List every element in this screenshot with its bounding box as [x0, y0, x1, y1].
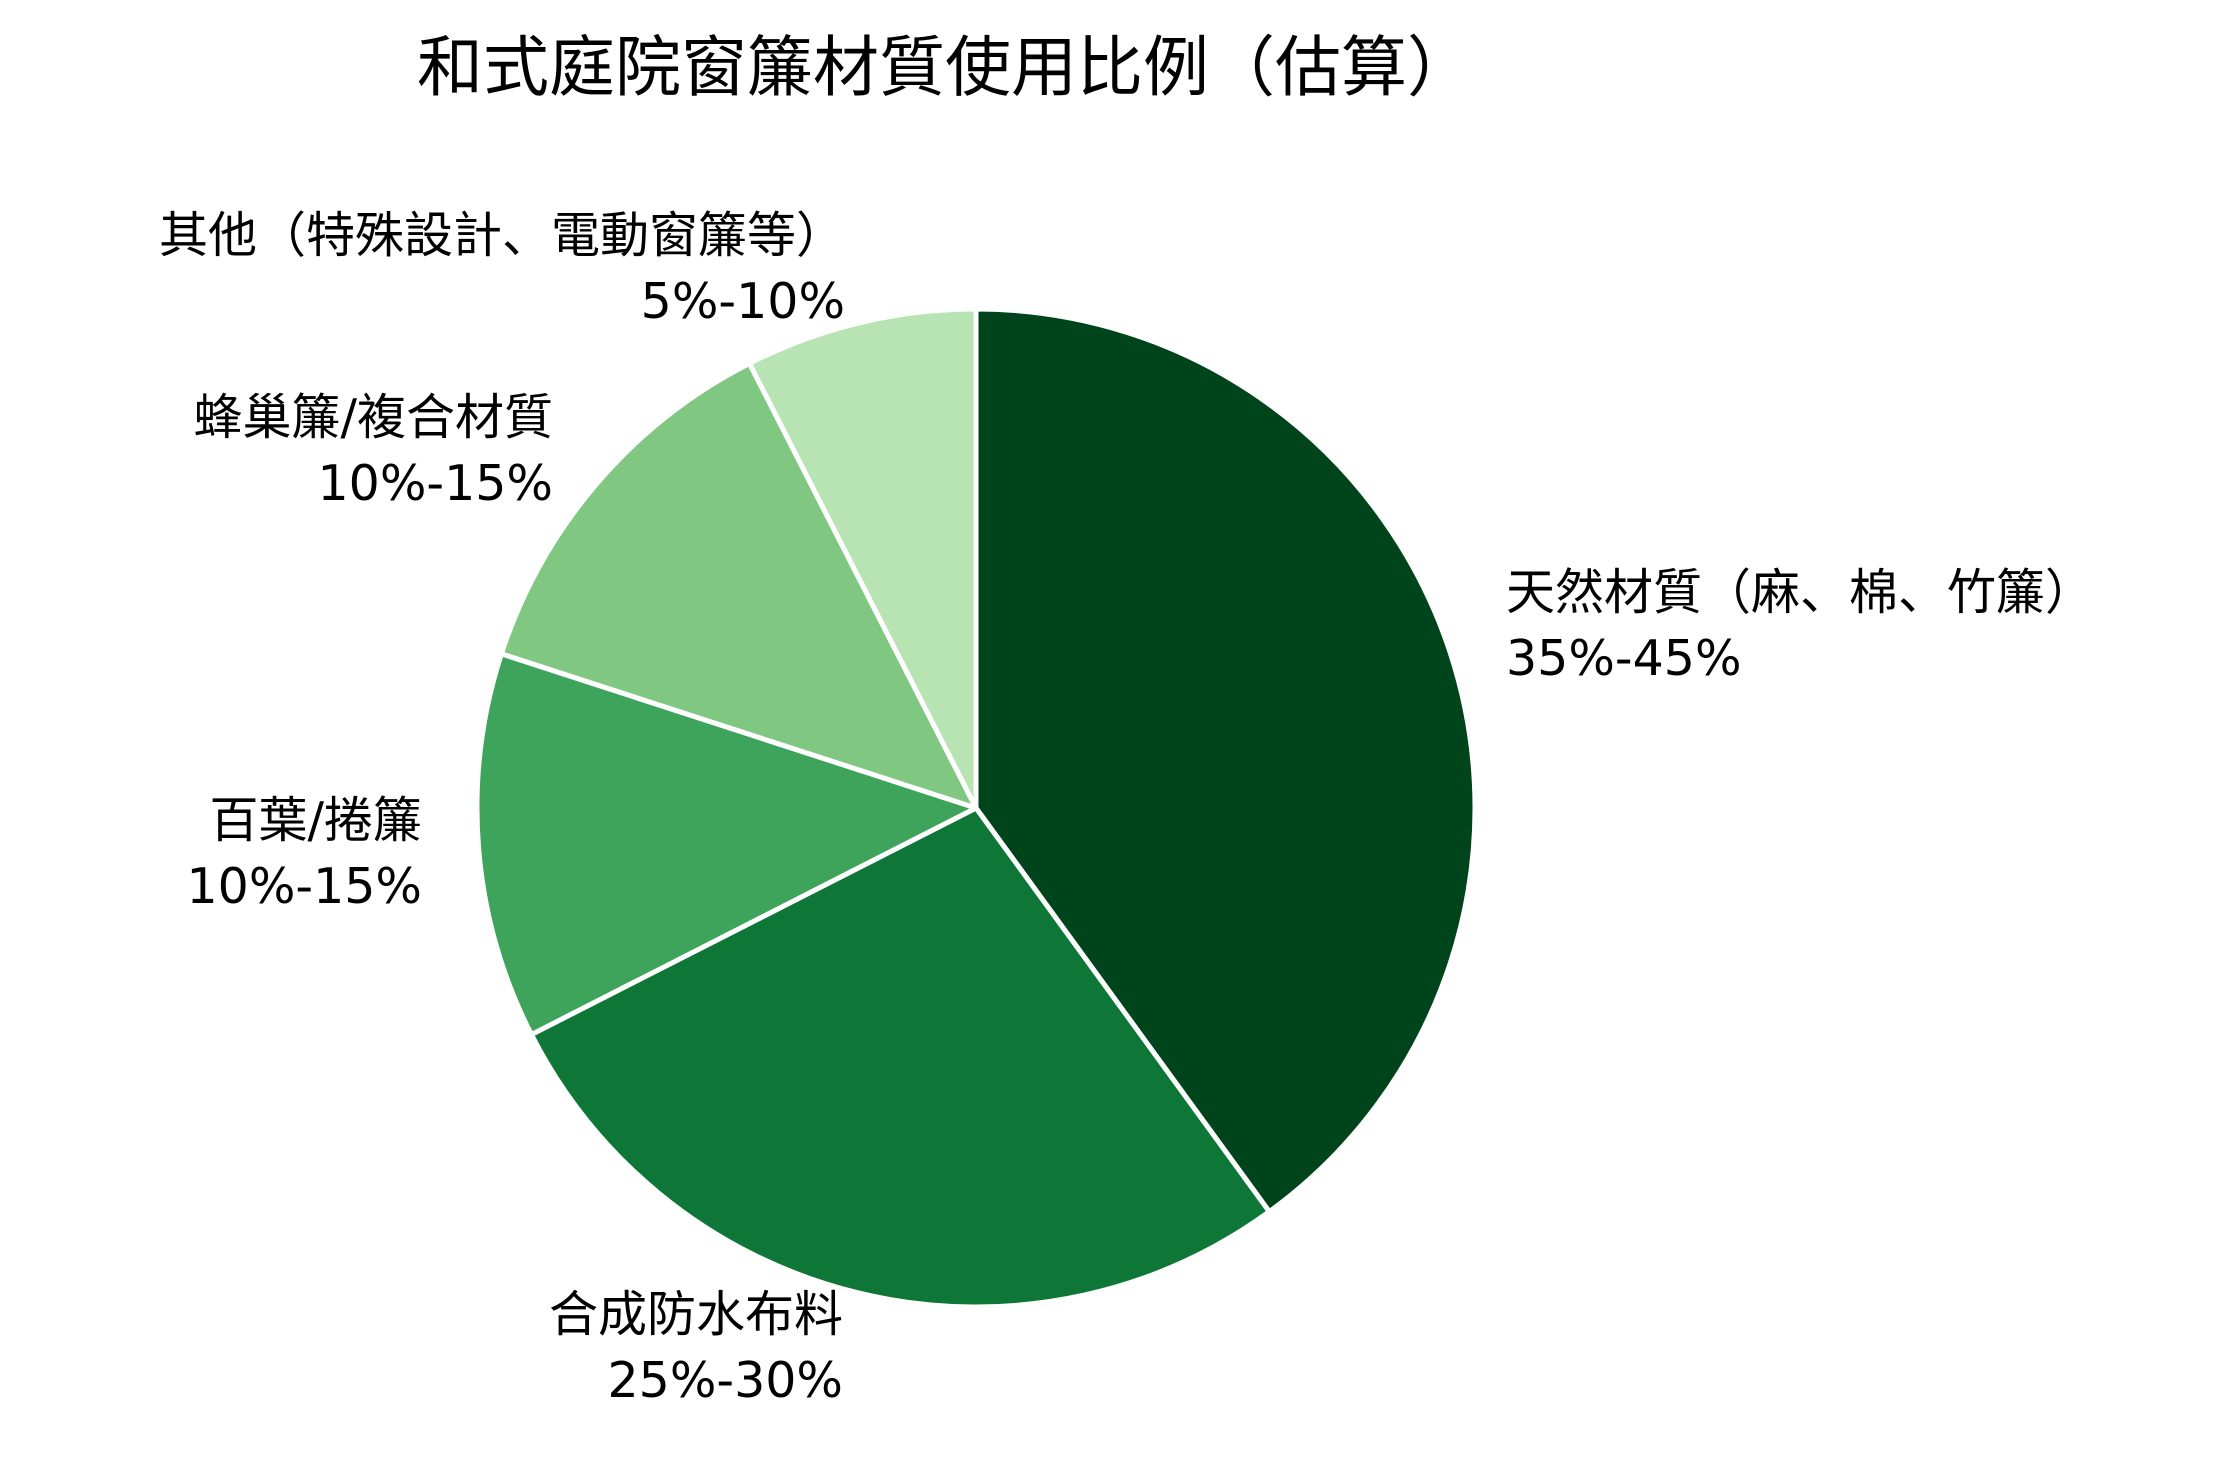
slice-label-synthetic: 合成防水布料 25%-30%	[549, 1282, 843, 1414]
slice-label-name: 其他（特殊設計、電動窗簾等）	[158, 207, 845, 264]
slice-label-range: 10%-15%	[317, 455, 553, 512]
pie-slice	[474, 651, 979, 1038]
slice-label-range: 35%-45%	[1506, 630, 1742, 687]
slice-label-blinds: 百葉/捲簾 10%-15%	[186, 788, 422, 920]
slice-label-name: 百葉/捲簾	[209, 792, 422, 849]
slice-label-range: 5%-10%	[640, 273, 845, 330]
slice-label-range: 25%-30%	[607, 1352, 843, 1409]
pie-slice	[746, 306, 979, 811]
slice-label-range: 10%-15%	[186, 858, 422, 915]
slice-label-natural: 天然材質（麻、棉、竹簾） 35%-45%	[1506, 560, 2094, 692]
pie-slice	[973, 306, 1478, 1215]
slice-label-honeycomb: 蜂巢簾/複合材質 10%-15%	[193, 385, 553, 517]
chart-title: 和式庭院窗簾材質使用比例（估算）	[417, 29, 1473, 106]
slice-label-other: 其他（特殊設計、電動窗簾等） 5%-10%	[159, 203, 845, 335]
pie-slice	[528, 805, 1272, 1310]
slice-label-name: 蜂巢簾/複合材質	[193, 389, 553, 446]
slice-label-name: 天然材質（麻、棉、竹簾）	[1506, 564, 2095, 621]
slice-label-name: 合成防水布料	[548, 1286, 843, 1343]
pie-slice	[498, 360, 979, 811]
